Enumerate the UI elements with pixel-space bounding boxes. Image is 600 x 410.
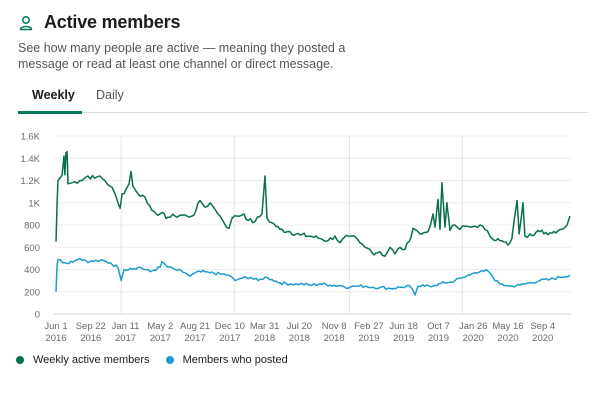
y-tick-label: 400 — [24, 265, 40, 276]
legend-label-posted: Members who posted — [182, 354, 288, 366]
chart-lines — [55, 150, 571, 296]
chart-legend: Weekly active members Members who posted — [16, 354, 304, 366]
x-tick-label-year: 2018 — [324, 333, 345, 344]
x-tick-label: Nov 8 — [322, 321, 347, 332]
y-tick-label: 0 — [35, 310, 40, 321]
series-line-weekly-active — [55, 150, 571, 257]
x-tick-label: May 2 — [147, 321, 173, 332]
tab-bar: Weekly Daily — [18, 86, 588, 114]
y-tick-label: 1.2K — [20, 176, 40, 187]
x-tick-label-year: 2019 — [393, 333, 414, 344]
y-tick-label: 200 — [24, 287, 40, 298]
active-tab-indicator — [18, 111, 82, 114]
x-tick-label: Aug 21 — [180, 321, 210, 332]
x-tick-label: Jul 20 — [287, 321, 312, 332]
series-line-posted — [55, 257, 571, 296]
x-tick-label: Sep 4 — [530, 321, 555, 332]
x-tick-label: Sep 22 — [76, 321, 106, 332]
y-tick-label: 800 — [24, 221, 40, 232]
x-tick-label-year: 2020 — [532, 333, 553, 344]
x-tick-label: May 16 — [492, 321, 523, 332]
page-description: See how many people are active — meaning… — [18, 41, 346, 71]
y-tick-label: 1.6K — [20, 132, 40, 143]
x-tick-label: Jun 1 — [44, 321, 67, 332]
y-tick-label: 600 — [24, 243, 40, 254]
x-tick-label: Jan 26 — [459, 321, 488, 332]
tab-daily-label: Daily — [96, 88, 124, 102]
chart-grid — [54, 135, 571, 315]
x-tick-label-year: 2017 — [150, 333, 171, 344]
x-tick-label-year: 2016 — [45, 333, 66, 344]
tab-weekly[interactable]: Weekly — [32, 86, 75, 112]
x-tick-label-year: 2018 — [289, 333, 310, 344]
x-tick-label-year: 2018 — [254, 333, 275, 344]
x-tick-label: Mar 31 — [250, 321, 280, 332]
x-tick-label: Jan 11 — [112, 321, 140, 332]
legend-dot-posted — [165, 356, 174, 364]
x-tick-label: Oct 7 — [427, 321, 450, 332]
x-tick-label-year: 2017 — [115, 333, 136, 344]
legend-dot-weekly-active — [16, 356, 24, 364]
legend-item-weekly-active[interactable]: Weekly active members — [16, 354, 150, 366]
x-tick-label-year: 2017 — [185, 333, 206, 344]
x-tick-label-year: 2017 — [219, 333, 240, 344]
x-tick-label: Feb 27 — [354, 321, 384, 332]
y-axis-ticks: 0 200 400 600 800 1K 1.2K 1.4K 1.6K — [20, 132, 40, 321]
person-icon — [19, 15, 33, 30]
x-tick-label-year: 2019 — [358, 333, 379, 344]
tab-weekly-label: Weekly — [32, 88, 75, 102]
legend-item-posted[interactable]: Members who posted — [165, 354, 288, 366]
x-tick-label-year: 2016 — [80, 333, 101, 344]
y-tick-label: 1.4K — [20, 154, 40, 165]
x-tick-label-year: 2020 — [463, 333, 484, 344]
section-header: Active members — [18, 12, 180, 33]
x-tick-label: Dec 10 — [215, 321, 245, 332]
legend-label-weekly-active: Weekly active members — [33, 354, 150, 366]
page-title: Active members — [44, 12, 181, 32]
x-tick-label-year: 2020 — [497, 333, 518, 344]
x-tick-label: Jun 18 — [389, 321, 418, 332]
tab-daily[interactable]: Daily — [96, 86, 124, 112]
x-tick-label-year: 2019 — [428, 333, 449, 344]
y-tick-label: 1K — [28, 198, 40, 209]
